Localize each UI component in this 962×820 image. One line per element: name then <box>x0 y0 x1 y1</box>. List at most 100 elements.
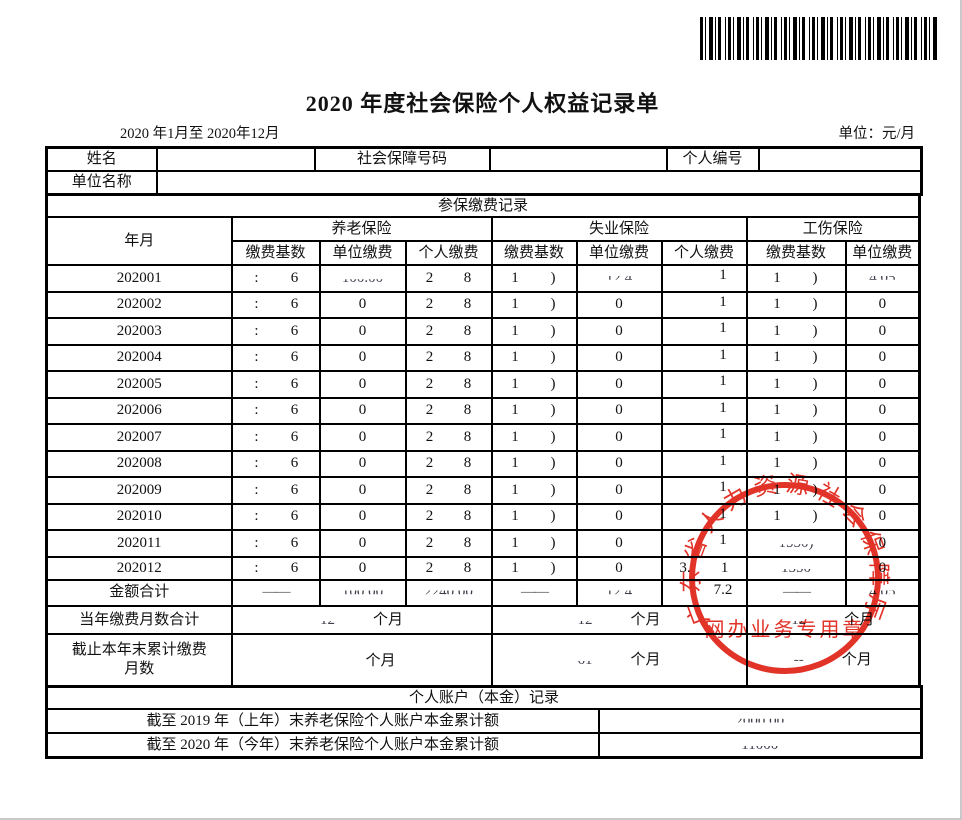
contrib-cell: 0 <box>844 449 921 478</box>
contrib-cell: :6 <box>230 449 321 478</box>
employer-label: 单位名称 <box>45 170 158 196</box>
contrib-cell: 4.05 <box>844 264 921 293</box>
contrib-cell: 0 <box>575 317 663 346</box>
contrib-month-row: 202002:6 0 2 8 1) 0 1 1) 0 <box>45 290 921 319</box>
contrib-cell: 0 <box>318 290 407 319</box>
contrib-cell: 1) <box>490 529 578 558</box>
injury-group-header: 工伤保险 <box>745 216 921 242</box>
name-value <box>155 146 316 172</box>
account-row-value: 2000.00 <box>597 708 923 734</box>
contrib-cell: :6 <box>230 423 321 452</box>
contrib-cell: 1 <box>660 449 748 478</box>
contrib-cell: 0 <box>844 555 921 581</box>
unit-label: 单位：元/月 <box>838 126 915 142</box>
month-cell: 202004 <box>45 343 233 372</box>
contrib-cell: 1) <box>490 343 578 372</box>
month-cell: 202005 <box>45 370 233 399</box>
record-tables: 姓名 社会保障号码 个人编号 单位名称 参保缴费记录 年月 养老保险 失业保险 <box>45 146 924 759</box>
amount-total-row: 金额合计 —— 100.00 2240.00 —— 12.4 7.2 —— 4.05 <box>45 578 921 607</box>
col-header: 个人缴费 <box>660 240 748 266</box>
contrib-cell: 1 <box>660 317 748 346</box>
contrib-cell: 0 <box>575 423 663 452</box>
cumulative-cell: -- 个月 <box>745 633 921 688</box>
info-table: 姓名 社会保障号码 个人编号 单位名称 <box>45 146 923 196</box>
contrib-cell: 0 <box>318 476 407 505</box>
contrib-cell: :6 <box>230 343 321 372</box>
month-cell: 202011 <box>45 529 233 558</box>
contrib-cell: 0 <box>318 555 407 581</box>
contrib-cell: 1 <box>660 396 748 425</box>
cumulative-cell: 个月 <box>230 633 493 688</box>
contrib-cell: 1) <box>490 290 578 319</box>
contrib-cell: :6 <box>230 529 321 558</box>
total-cell: —— <box>745 578 847 607</box>
contrib-month-row: 202003:6 0 2 8 1) 0 1 1) 0 <box>45 317 921 346</box>
cumulative-months-label: 截止本年末累计缴费 月数 <box>45 633 233 688</box>
name-label: 姓名 <box>45 146 158 172</box>
col-header: 单位缴费 <box>318 240 407 266</box>
contrib-cell: 12.4 <box>575 264 663 293</box>
contrib-cell: 1) <box>745 370 847 399</box>
contrib-cell: :6 <box>230 290 321 319</box>
month-cell: 202012 <box>45 555 233 581</box>
contrib-cell: 1) <box>490 476 578 505</box>
page-title: 2020 年度社会保险个人权益记录单 <box>305 91 660 116</box>
contrib-cell: 0 <box>844 502 921 531</box>
contrib-cell: 1 <box>660 343 748 372</box>
contrib-cell: 0 <box>318 370 407 399</box>
contrib-cell: 1) <box>745 449 847 478</box>
col-header: 缴费基数 <box>230 240 321 266</box>
contrib-month-row: 202006:6 0 2 8 1) 0 1 1) 0 <box>45 396 921 425</box>
contrib-cell: 1) <box>490 555 578 581</box>
contrib-cell: 1) <box>490 370 578 399</box>
contrib-cell: 0 <box>318 423 407 452</box>
col-header: 单位缴费 <box>575 240 663 266</box>
contrib-cell: :6 <box>230 555 321 581</box>
contrib-cell: 1) <box>745 502 847 531</box>
col-header: 缴费基数 <box>490 240 578 266</box>
contrib-cell: 0 <box>575 529 663 558</box>
contrib-cell: 0 <box>318 529 407 558</box>
contrib-cell: 1 <box>660 264 748 293</box>
cumulative-months-row: 截止本年末累计缴费 月数 个月 61 个月 -- 个月 <box>45 633 921 688</box>
contrib-cell: 1 <box>660 423 748 452</box>
ssn-label: 社会保障号码 <box>313 146 491 172</box>
col-header: 单位缴费 <box>844 240 921 266</box>
contrib-cell: :6 <box>230 396 321 425</box>
contrib-cell: :6 <box>230 264 321 293</box>
contrib-cell: 0 <box>844 317 921 346</box>
cumulative-cell: 61 个月 <box>490 633 748 688</box>
contrib-cell: 3. 1 <box>660 555 748 581</box>
months-total-row: 当年缴费月数合计 12 个月 12 个月 12 个月 <box>45 605 921 635</box>
contrib-cell: 0 <box>575 502 663 531</box>
contrib-cell: :6 <box>230 502 321 531</box>
contrib-cell: 1550) <box>745 529 847 558</box>
contrib-cell: 0 <box>318 317 407 346</box>
contrib-cell: 0 <box>844 396 921 425</box>
month-cell: 202001 <box>45 264 233 293</box>
contrib-cell: 1) <box>745 476 847 505</box>
month-cell: 202003 <box>45 317 233 346</box>
contrib-month-row: 202004:6 0 2 8 1) 0 1 1) 0 <box>45 343 921 372</box>
contrib-cell: 1) <box>490 317 578 346</box>
contrib-cell: 1) <box>490 502 578 531</box>
total-cell: —— <box>230 578 321 607</box>
col-header: 个人缴费 <box>404 240 493 266</box>
contrib-cell: 1) <box>745 317 847 346</box>
contrib-cell: 1) <box>745 423 847 452</box>
account-row-label: 截至 2020 年（今年）末养老保险个人账户本金累计额 <box>45 732 600 759</box>
contrib-cell: 1 <box>660 370 748 399</box>
contrib-month-row: 202011:6 0 2 8 1) 0 1 1550) 0 <box>45 529 921 558</box>
months-total-label: 当年缴费月数合计 <box>45 605 233 635</box>
total-cell: 7.2 <box>660 578 748 607</box>
personal-id-label: 个人编号 <box>665 146 760 172</box>
contrib-cell: 0 <box>318 396 407 425</box>
contrib-month-row: 202007:6 0 2 8 1) 0 1 1) 0 <box>45 423 921 452</box>
col-header: 缴费基数 <box>745 240 847 266</box>
contrib-cell: 1 <box>660 476 748 505</box>
